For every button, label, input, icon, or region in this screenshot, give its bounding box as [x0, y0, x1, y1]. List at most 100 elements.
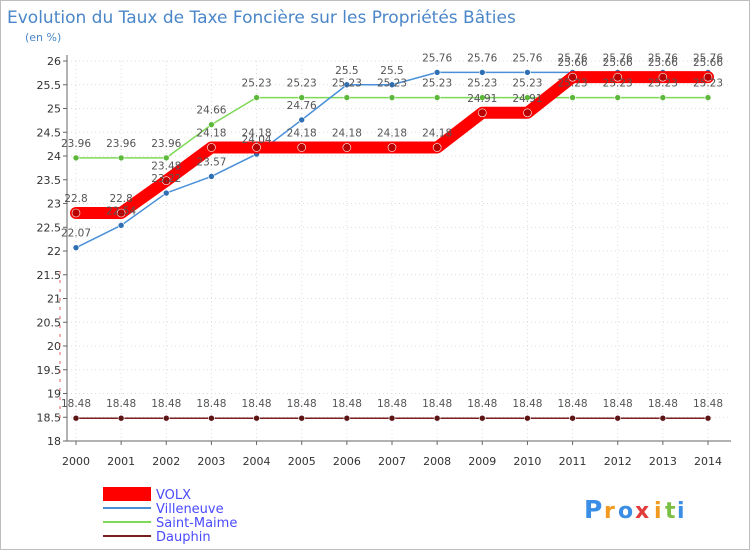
data-label: 25.5	[335, 65, 358, 77]
data-point	[523, 108, 532, 118]
logo-letter: x	[635, 499, 649, 524]
logo-letter: i	[677, 499, 685, 524]
chart-title: Evolution du Taux de Taxe Foncière sur l…	[7, 8, 516, 28]
data-point	[704, 94, 712, 101]
data-label: 25.76	[512, 52, 542, 64]
legend-label: Saint-Maime	[156, 516, 237, 531]
x-tick-label: 2012	[604, 455, 632, 468]
data-point	[71, 208, 81, 218]
data-label: 18.48	[242, 398, 272, 410]
data-point	[72, 244, 80, 251]
data-label: 18.48	[196, 398, 226, 410]
data-label: 25.23	[467, 78, 497, 90]
data-point	[343, 81, 351, 89]
data-point	[161, 176, 171, 185]
x-tick-label: 2000	[62, 455, 90, 468]
data-label: 22.8	[109, 193, 132, 205]
data-label: 25.76	[693, 52, 723, 64]
data-point	[208, 414, 215, 422]
data-label: 24.18	[196, 127, 226, 139]
data-label: 25.23	[512, 78, 542, 90]
data-point	[659, 94, 667, 101]
logo-letter: P	[584, 495, 602, 524]
data-point	[614, 414, 622, 422]
y-tick-label: 21	[47, 293, 61, 306]
x-tick-label: 2002	[152, 455, 180, 468]
data-point	[433, 69, 441, 76]
data-label: 24.66	[196, 105, 226, 117]
data-point	[252, 143, 261, 152]
data-label: 25.23	[558, 78, 588, 90]
data-label: 25.76	[422, 52, 452, 64]
data-label: 18.48	[512, 398, 542, 410]
data-label: 18.48	[151, 398, 181, 410]
y-tick-label: 24	[47, 150, 61, 163]
data-point	[568, 72, 577, 82]
data-label: 25.76	[648, 52, 678, 64]
x-tick-label: 2011	[559, 455, 587, 468]
data-label: 22.07	[61, 228, 91, 240]
data-label: 25.23	[648, 78, 678, 90]
data-label: 18.48	[467, 398, 497, 410]
data-label: 25.23	[603, 78, 633, 90]
logo-letter: i	[654, 499, 662, 524]
logo-letter: t	[665, 499, 676, 524]
data-point	[117, 222, 125, 229]
gridlines	[67, 60, 731, 442]
data-point	[524, 414, 531, 422]
data-point	[162, 414, 170, 422]
data-label: 25.76	[467, 52, 497, 64]
legend-label: VOLX	[156, 488, 191, 503]
data-label: 23.96	[106, 138, 136, 150]
data-point	[569, 94, 576, 101]
data-label: 23.96	[151, 138, 181, 150]
data-label: 25.5	[380, 65, 403, 77]
data-point	[298, 116, 306, 124]
data-label: 24.18	[287, 127, 317, 139]
x-tick-label: 2003	[197, 455, 225, 468]
logo-letter: o	[618, 499, 633, 524]
data-label: 18.48	[648, 398, 678, 410]
data-label: 25.66	[693, 57, 723, 69]
y-tick-label: 21.5	[37, 269, 62, 282]
data-point	[208, 121, 215, 128]
x-tick-label: 2005	[288, 455, 316, 468]
y-tick-label: 20.5	[37, 316, 62, 329]
data-label: 18.48	[106, 398, 136, 410]
data-point	[298, 414, 306, 422]
data-point	[703, 72, 713, 82]
data-label: 24.91	[467, 93, 497, 105]
y-tick-label: 18.5	[37, 411, 62, 424]
data-point	[658, 72, 668, 82]
data-label: 25.23	[377, 78, 407, 90]
data-label: 24.18	[242, 127, 272, 139]
data-point	[387, 143, 397, 152]
data-label: 18.48	[558, 398, 588, 410]
data-label: 22.8	[64, 193, 87, 205]
data-label: 18.48	[332, 398, 362, 410]
x-tick-label: 2013	[649, 455, 677, 468]
y-tick-label: 19.5	[37, 364, 62, 377]
data-label: 25.23	[242, 78, 272, 90]
data-label: 25.76	[558, 52, 588, 64]
data-label: 25.23	[287, 78, 317, 90]
y-tick-label: 23.5	[37, 174, 62, 187]
data-point	[297, 143, 307, 152]
data-label: 24.91	[512, 93, 542, 105]
legend-label: Dauphin	[156, 530, 211, 545]
data-point	[433, 414, 441, 422]
data-label: 23.96	[61, 138, 91, 150]
data-label: 25.23	[332, 78, 362, 90]
y-tick-label: 25.5	[37, 79, 62, 92]
data-label: 25.23	[422, 78, 452, 90]
legend-label: Villeneuve	[156, 502, 224, 517]
data-point	[432, 143, 442, 152]
data-point	[208, 173, 215, 180]
data-label: 24.04	[242, 134, 272, 146]
y-tick-label: 19	[47, 388, 61, 401]
y-tick-label: 25	[47, 103, 61, 116]
x-tick-label: 2008	[423, 455, 451, 468]
x-tick-label: 2001	[107, 455, 135, 468]
data-point	[343, 94, 351, 101]
